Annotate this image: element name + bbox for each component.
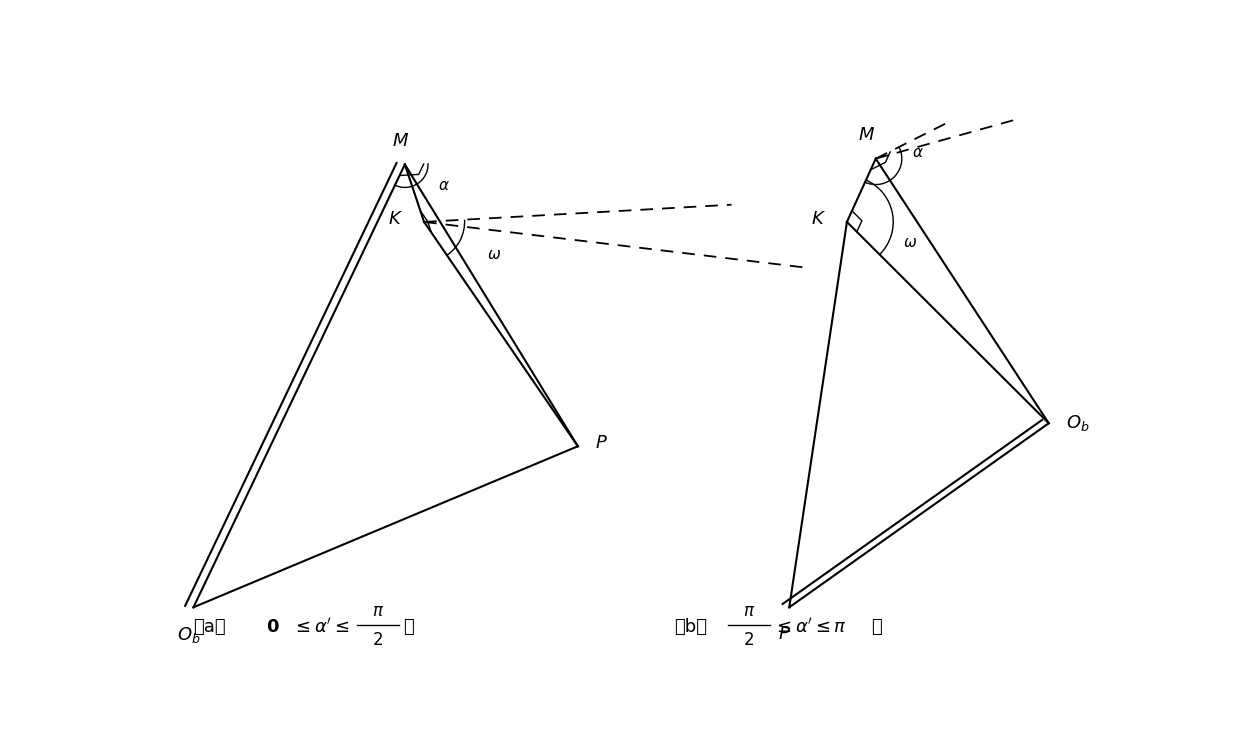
Text: $\pi$: $\pi$ — [372, 603, 384, 620]
Text: 时: 时 — [870, 619, 882, 636]
Text: $2$: $2$ — [372, 632, 383, 648]
Text: $2$: $2$ — [744, 632, 754, 648]
Text: $P$: $P$ — [595, 435, 608, 453]
Text: $\pi$: $\pi$ — [743, 603, 755, 620]
Text: $\mathbf{0}$: $\mathbf{0}$ — [265, 619, 279, 636]
Text: $P$: $P$ — [777, 624, 791, 642]
Text: $M$: $M$ — [858, 126, 874, 144]
Text: $M$: $M$ — [392, 132, 408, 150]
Text: （b）: （b） — [675, 619, 707, 636]
Text: $O_b$: $O_b$ — [1066, 413, 1090, 433]
Text: $\alpha$: $\alpha$ — [439, 179, 450, 193]
Text: $K$: $K$ — [388, 210, 403, 228]
Text: $\leq \alpha^{\prime} \leq \pi$: $\leq \alpha^{\prime} \leq \pi$ — [773, 618, 847, 637]
Text: $\alpha$: $\alpha$ — [913, 146, 924, 160]
Text: $\leq \alpha^{\prime} \leq$: $\leq \alpha^{\prime} \leq$ — [293, 618, 350, 637]
Text: $\omega$: $\omega$ — [903, 236, 916, 250]
Text: （a）: （a） — [193, 619, 226, 636]
Text: $O_b$: $O_b$ — [177, 624, 201, 645]
Text: $\omega$: $\omega$ — [486, 248, 501, 261]
Text: 时: 时 — [403, 619, 414, 636]
Text: $K$: $K$ — [811, 210, 826, 228]
